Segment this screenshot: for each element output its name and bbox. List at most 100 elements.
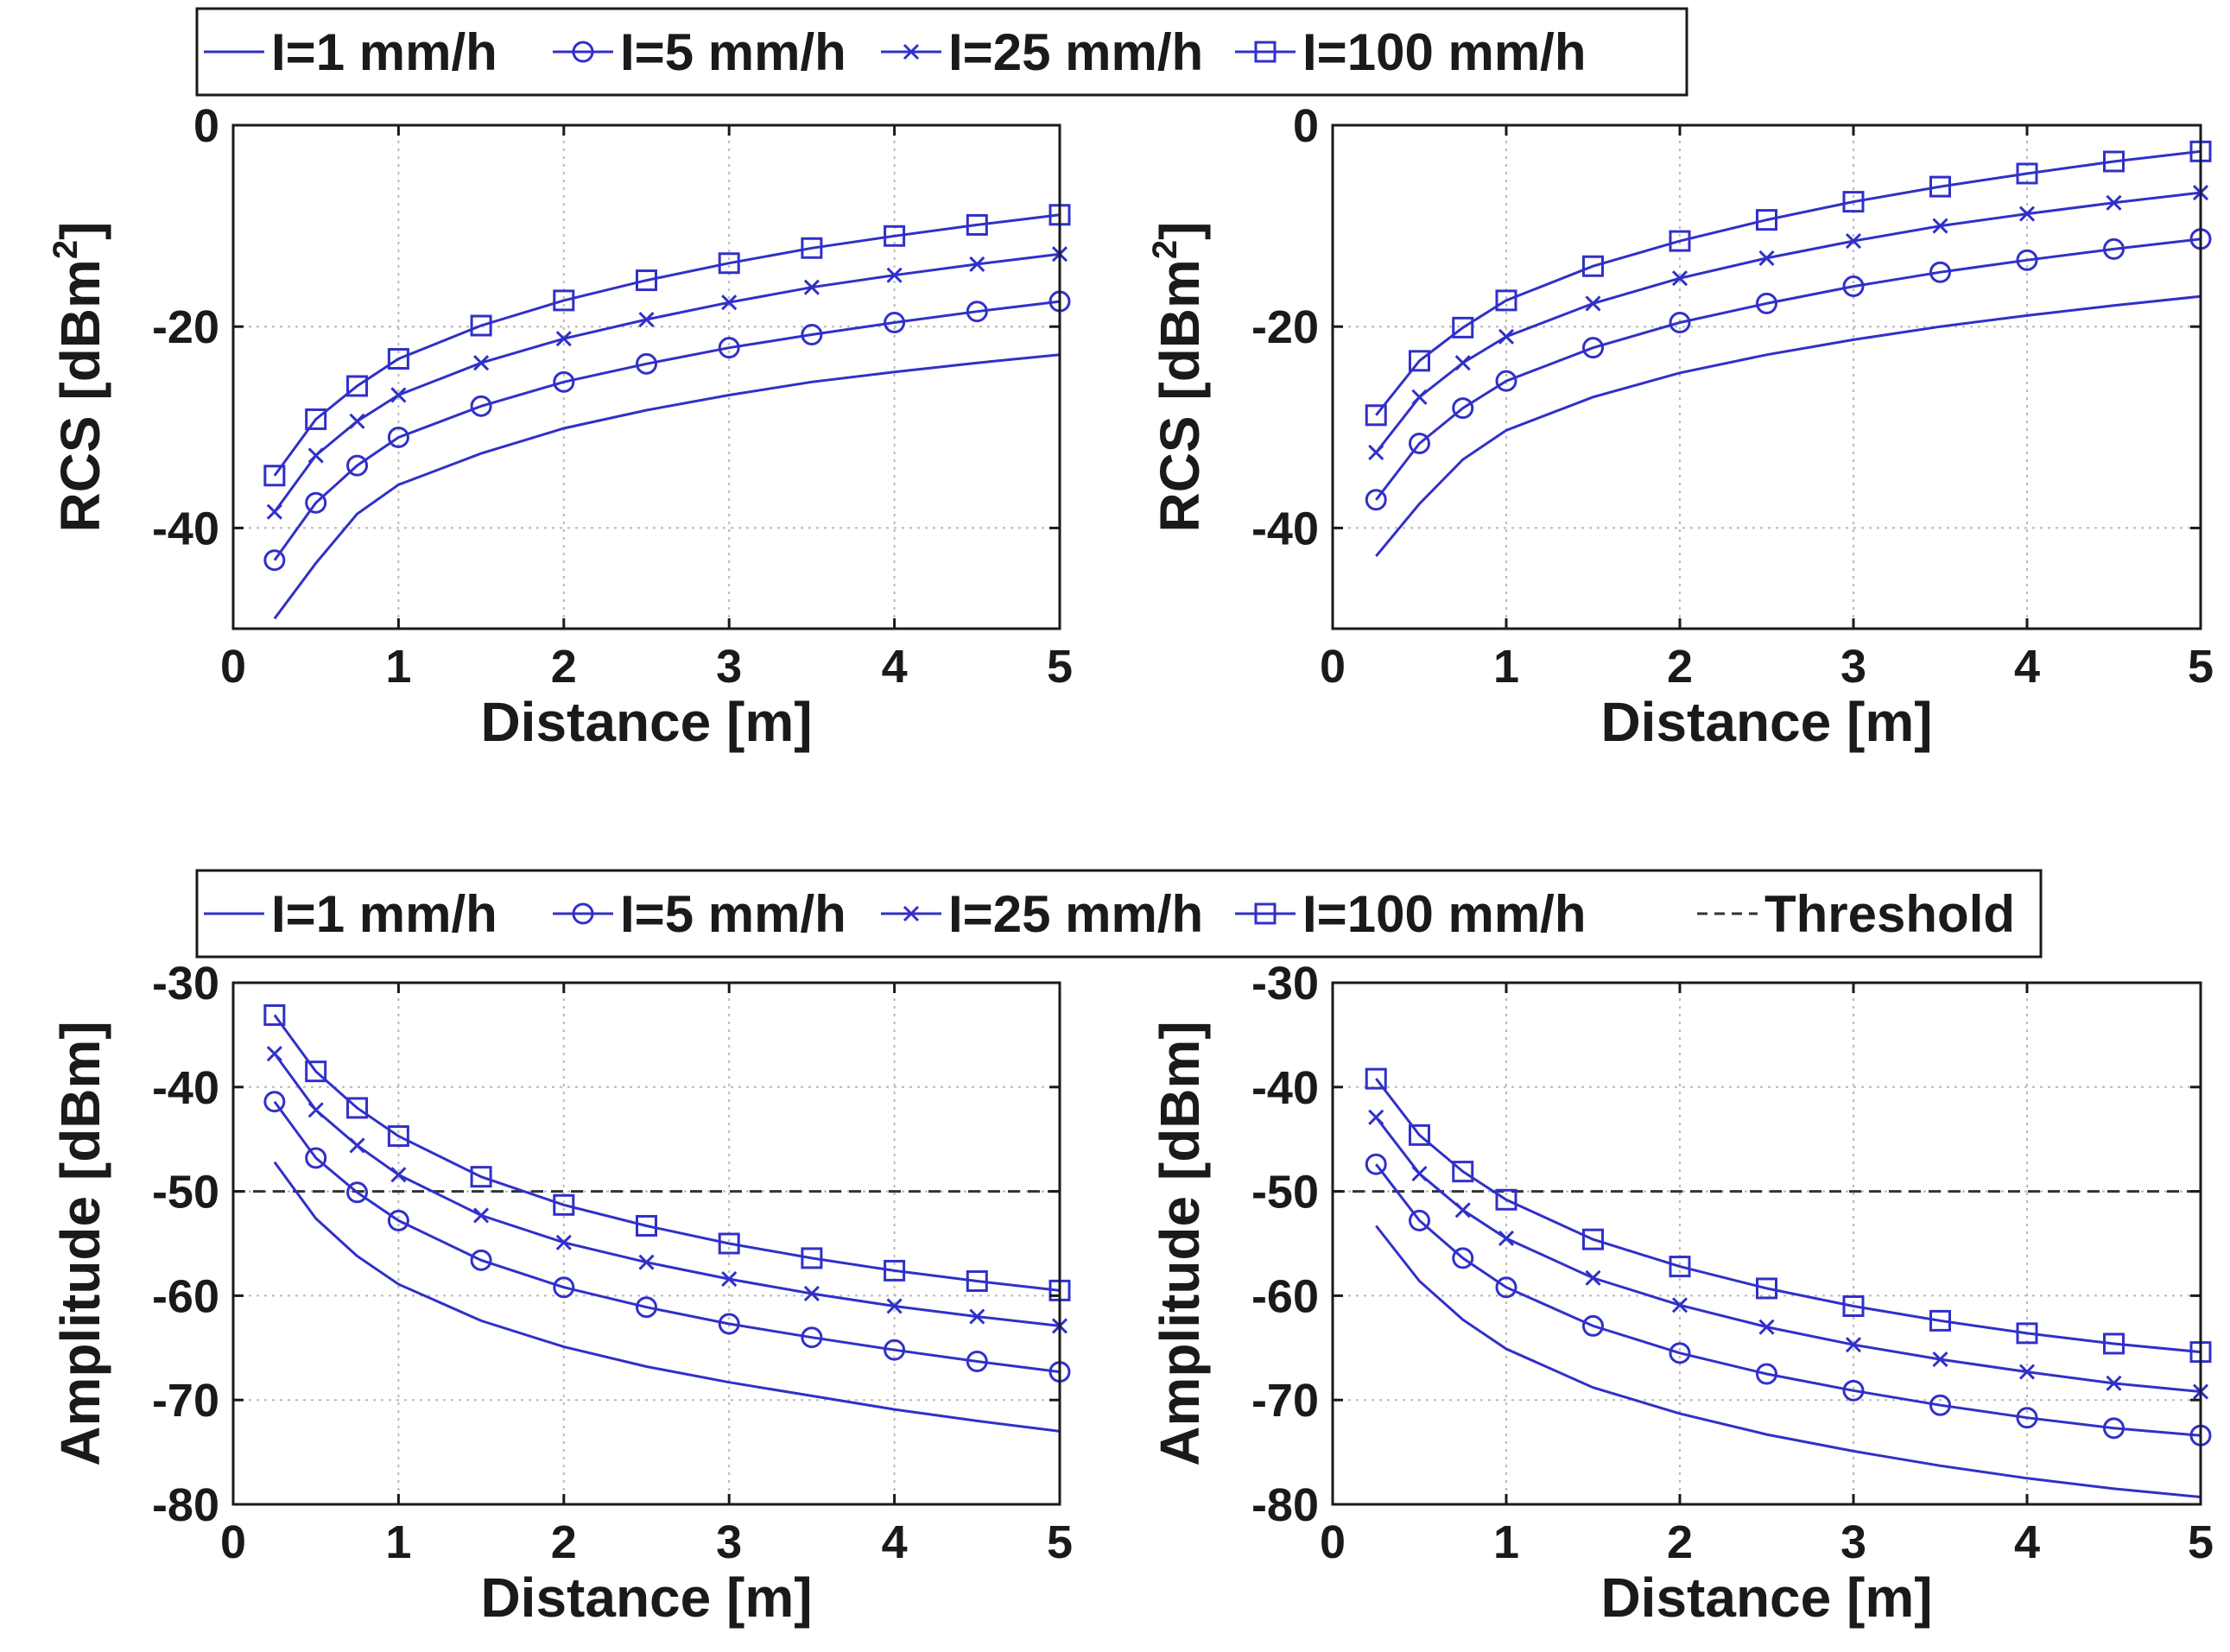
data-point-square (1582, 1228, 1604, 1250)
x-tick-label: 5 (2188, 1516, 2214, 1568)
data-point-square (884, 1259, 906, 1282)
data-point-square (1756, 209, 1777, 231)
x-tick-label: 4 (882, 1516, 908, 1568)
legend-entry-label: I=25 mm/h (948, 23, 1203, 81)
x-tick-label: 4 (882, 641, 908, 693)
data-point-x (1671, 1297, 1688, 1313)
series-i-5-mm-h (1365, 228, 2212, 511)
data-point-square (387, 348, 409, 370)
data-point-circle (346, 1181, 369, 1204)
data-point-square (801, 1247, 823, 1269)
y-axis-label: RCS [dBm2] (1146, 222, 1211, 533)
series-line (1375, 1078, 2201, 1354)
y-axis-label-text: Amplitude [dBm] (49, 1021, 111, 1466)
data-point-circle (470, 1249, 492, 1271)
data-point-square (966, 213, 988, 236)
data-point-square (1669, 1256, 1691, 1278)
plot-frame (231, 123, 1061, 630)
data-point-square (553, 1193, 575, 1216)
x-tick-label: 5 (1047, 1516, 1073, 1568)
data-point-circle (553, 1276, 575, 1299)
data-point-x (638, 1254, 655, 1270)
x-tick-label: 1 (385, 1516, 411, 1568)
x-axis-label: Distance [m] (480, 691, 812, 753)
data-point-x (2106, 1375, 2122, 1391)
series-i-25-mm-h (266, 1046, 1068, 1334)
data-point-circle (305, 491, 327, 514)
data-point-circle (387, 1209, 409, 1231)
data-point-x (1411, 389, 1428, 405)
legend-entry-label: I=5 mm/h (620, 23, 846, 81)
series-line (273, 353, 1061, 620)
data-point-circle (801, 324, 823, 346)
data-point-square (470, 1166, 492, 1188)
x-tick-label: 0 (220, 1516, 246, 1568)
series-line (273, 1014, 1061, 1292)
series-line (273, 1053, 1061, 1327)
x-tick-label: 4 (2014, 1516, 2040, 1568)
data-point-x (1758, 250, 1775, 266)
data-point-circle (1495, 1276, 1517, 1299)
data-point-x (1411, 1165, 1428, 1182)
data-point-circle (1842, 275, 1865, 298)
data-point-square (470, 314, 492, 337)
data-point-x (266, 503, 282, 520)
data-point-x (1368, 444, 1384, 461)
data-point-circle (884, 1339, 906, 1361)
x-tick-label: 4 (2014, 641, 2040, 693)
data-point-x (390, 387, 407, 403)
x-tick-label: 0 (1320, 641, 1346, 693)
data-point-circle (966, 1351, 988, 1373)
legend-entry-label: I=25 mm/h (948, 885, 1203, 943)
y-axis-label-suffix: ] (1149, 222, 1211, 240)
series-line (1375, 1116, 2201, 1393)
data-point-circle (1495, 370, 1517, 392)
data-point-x (349, 413, 365, 429)
data-point-circle (884, 312, 906, 334)
series-i-1-mm-h (273, 1161, 1061, 1433)
data-point-square (1842, 191, 1865, 213)
series-i-100-mm-h (263, 204, 1071, 487)
data-point-circle (1756, 1363, 1777, 1385)
x-tick-label: 2 (1667, 1516, 1693, 1568)
data-point-square (966, 1269, 988, 1292)
data-point-x (266, 1046, 282, 1062)
y-tick-label: -50 (152, 1167, 219, 1218)
y-axis-label-suffix: ] (49, 222, 111, 240)
data-point-x (2106, 194, 2122, 211)
data-point-square (387, 1125, 409, 1148)
y-axis-label: Amplitude [dBm] (49, 1021, 111, 1466)
data-point-square (1452, 316, 1474, 339)
data-point-circle (2016, 1407, 2038, 1429)
data-point-square (305, 408, 327, 430)
data-point-x (969, 256, 985, 272)
data-point-square (718, 252, 740, 275)
data-point-circle (966, 301, 988, 323)
data-point-x (555, 331, 572, 347)
legend-bottom: I=1 mm/h I=5 mm/h I=25 mm/h I=100 mm/h Thres… (195, 869, 2043, 959)
data-point-x (1498, 1230, 1515, 1247)
data-point-x (1498, 328, 1515, 345)
y-tick-label: -40 (1251, 503, 1319, 554)
y-tick-label: -60 (152, 1270, 219, 1322)
data-point-square (1495, 1188, 1517, 1211)
data-point-square (1495, 289, 1517, 312)
y-tick-label: -80 (1251, 1479, 1319, 1531)
data-point-x (349, 1137, 365, 1154)
series-line (273, 1161, 1061, 1433)
y-tick-label: -70 (1251, 1375, 1319, 1427)
data-point-circle (2103, 237, 2125, 260)
data-point-circle (1582, 1314, 1604, 1337)
x-tick-label: 2 (1667, 641, 1693, 693)
y-tick-label: -80 (152, 1479, 219, 1531)
data-point-square (801, 237, 823, 259)
series-line (273, 252, 1061, 513)
data-point-x (721, 294, 738, 311)
data-point-x (803, 1285, 820, 1302)
series-line (1375, 149, 2201, 416)
data-point-x (1454, 1202, 1471, 1218)
data-point-circle (1669, 312, 1691, 334)
y-tick-label: -20 (1251, 301, 1319, 353)
data-point-circle (346, 454, 369, 477)
data-point-circle (387, 426, 409, 448)
